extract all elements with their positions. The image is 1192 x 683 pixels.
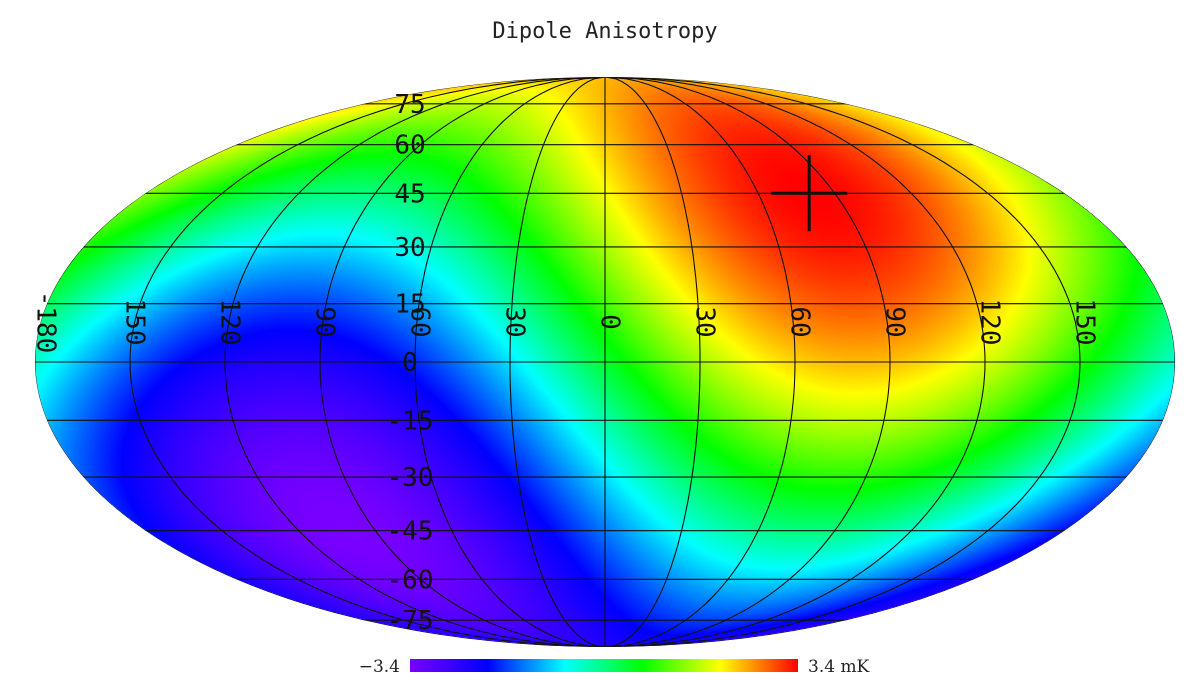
meridian-line bbox=[414, 77, 606, 647]
longitude-label: 60 bbox=[785, 306, 815, 337]
meridian-line bbox=[129, 77, 606, 647]
longitude-label: 150 bbox=[1070, 299, 1100, 346]
latitude-label: 45 bbox=[394, 179, 425, 209]
meridian-line bbox=[319, 77, 606, 647]
meridian-line bbox=[224, 77, 606, 647]
latitude-label: 30 bbox=[394, 233, 425, 263]
graticule-labels: -180 150 120 90 60 30 0 30 60 90 120 15075604530150… bbox=[31, 90, 1100, 636]
meridian-line bbox=[604, 77, 796, 647]
longitude-label: 30 bbox=[500, 306, 530, 337]
meridian-line bbox=[604, 77, 1081, 647]
longitude-label: 30 bbox=[690, 306, 720, 337]
longitude-label: 90 bbox=[310, 306, 340, 337]
colorbar-gradient bbox=[410, 659, 798, 672]
map-title: Dipole Anisotropy bbox=[492, 19, 717, 44]
longitude-label: -180 bbox=[31, 291, 61, 354]
longitude-label: 120 bbox=[975, 299, 1005, 346]
longitude-label: 150 bbox=[120, 299, 150, 346]
latitude-label: 0 bbox=[402, 348, 418, 378]
sky-map: -180 150 120 90 60 30 0 30 60 90 120 15075604530150… bbox=[31, 77, 1175, 647]
latitude-label: -45 bbox=[387, 517, 434, 547]
colorbar: −3.4 3.4 mK bbox=[359, 657, 870, 677]
longitude-label: 60 bbox=[405, 306, 435, 337]
latitude-label: -75 bbox=[387, 606, 434, 636]
colorbar-min-label: −3.4 bbox=[359, 657, 400, 677]
colorbar-max-label: 3.4 mK bbox=[808, 657, 870, 677]
latitude-label: -30 bbox=[387, 463, 434, 493]
dipole-marker bbox=[771, 155, 848, 232]
latitude-label: -60 bbox=[387, 565, 434, 595]
latitude-label: -15 bbox=[387, 406, 434, 436]
longitude-label: 90 bbox=[880, 306, 910, 337]
latitude-label: 15 bbox=[394, 290, 425, 320]
meridian-line bbox=[604, 77, 701, 647]
latitude-label: 60 bbox=[394, 131, 425, 161]
meridian-line bbox=[604, 77, 891, 647]
meridian-line bbox=[604, 77, 986, 647]
longitude-label: 120 bbox=[215, 299, 245, 346]
longitude-label: 0 bbox=[595, 314, 625, 330]
latitude-label: 75 bbox=[394, 90, 425, 120]
meridian-line bbox=[509, 77, 606, 647]
